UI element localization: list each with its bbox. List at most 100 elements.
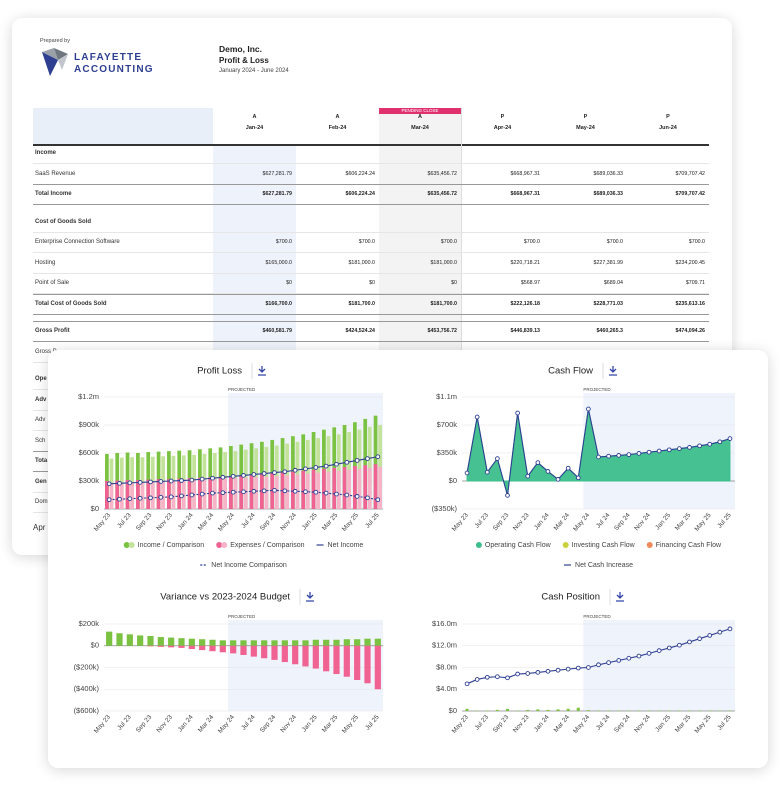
projected-label: PROJECTED: [583, 387, 611, 392]
download-button[interactable]: [616, 592, 624, 602]
line-marker: [168, 478, 174, 484]
cell-value: $220,718.21: [510, 259, 540, 266]
x-tick-label: Jan 25: [654, 714, 672, 734]
bar: [708, 710, 712, 711]
line-marker: [474, 677, 480, 682]
column-kind: A: [252, 114, 257, 120]
cell-value: $627,281.79: [262, 191, 292, 197]
column-month: May-24: [576, 125, 595, 131]
x-tick-label: Jul 23: [116, 714, 133, 732]
line-marker: [313, 489, 319, 495]
line-marker: [575, 475, 581, 481]
projected-label: PROJECTED: [583, 614, 611, 619]
legend-item: Net Income: [316, 542, 363, 549]
line-marker: [495, 674, 500, 680]
column-month: Jun-24: [659, 125, 677, 131]
x-tick-label: May 25: [693, 512, 712, 533]
bar: [363, 418, 368, 509]
line-marker: [127, 496, 133, 502]
download-button[interactable]: [258, 366, 266, 376]
legend-item: Financing Cash Flow: [646, 542, 722, 549]
x-tick-label: May 24: [572, 714, 591, 735]
line-marker: [158, 479, 164, 484]
bar: [302, 645, 309, 667]
total-rule: [33, 293, 709, 295]
line-marker: [565, 465, 571, 471]
line-marker: [565, 666, 571, 672]
cell-value: $668,967.31: [510, 191, 540, 197]
line-marker: [261, 471, 267, 476]
row-label: Point of Sale: [35, 280, 70, 286]
line-marker: [727, 436, 733, 441]
y-tick-label: ($350k): [432, 504, 458, 513]
bar: [363, 465, 368, 509]
x-tick-label: May 24: [217, 512, 236, 533]
comparison-bar: [233, 478, 238, 509]
line-marker: [717, 629, 723, 635]
bar: [301, 470, 306, 509]
y-tick-label: ($200k): [74, 662, 100, 671]
header-rule: [33, 144, 709, 146]
line-marker: [272, 470, 277, 475]
y-tick-label: $4.0m: [436, 684, 457, 693]
bar: [250, 640, 257, 646]
line-marker: [586, 665, 591, 670]
line-marker: [375, 454, 381, 460]
bar: [230, 645, 237, 654]
bar: [566, 708, 570, 711]
row-label: Cost of Goods Sold: [35, 218, 91, 225]
line-marker: [535, 460, 541, 465]
bar: [188, 645, 195, 650]
bar: [178, 645, 185, 648]
line-marker: [596, 454, 601, 460]
logo-text: ACCOUNTING: [74, 64, 154, 75]
line-marker: [575, 665, 581, 671]
column-month: Apr-24: [493, 125, 512, 131]
legend-label: Investing Cash Flow: [572, 542, 636, 549]
line-marker: [241, 489, 246, 495]
line-marker: [464, 681, 470, 687]
comparison-bar: [254, 477, 258, 509]
line-marker: [616, 453, 622, 458]
header-label-bg: [33, 108, 213, 145]
bar: [311, 469, 316, 509]
bar: [374, 638, 381, 646]
legend-label: Net Cash Increase: [575, 562, 633, 569]
y-tick-label: $16.0m: [432, 619, 457, 628]
bar: [536, 709, 540, 711]
line-marker: [117, 480, 122, 486]
bar: [546, 709, 550, 711]
legend-label: Expenses / Comparison: [230, 542, 304, 549]
legend-swatch: [221, 542, 228, 548]
line-marker: [525, 671, 531, 676]
cell-value: $446,839.13: [510, 328, 540, 334]
x-tick-label: Sep 24: [613, 512, 632, 533]
line-marker: [646, 651, 652, 656]
download-button[interactable]: [306, 592, 314, 602]
badge: PENDING CLOSE: [379, 108, 461, 114]
legend-label: Income / Comparison: [138, 542, 205, 549]
line-marker: [179, 478, 184, 483]
line-marker: [545, 469, 551, 474]
x-tick-label: May 23: [451, 512, 470, 533]
logo-text: LAFAYETTE: [74, 52, 143, 63]
projected-region: [583, 620, 735, 711]
line-marker: [505, 675, 510, 681]
bar: [126, 634, 133, 646]
line-marker: [515, 410, 520, 416]
y-tick-label: ($400k): [74, 684, 100, 693]
bar: [177, 478, 182, 509]
line-marker: [199, 476, 205, 482]
line-marker: [545, 668, 551, 674]
line-marker: [189, 477, 195, 483]
cell-value: $700.0: [440, 239, 457, 245]
comparison-bar: [212, 479, 217, 509]
x-tick-label: May 23: [93, 512, 112, 533]
line-marker: [365, 456, 370, 461]
row-label: Hosting: [35, 259, 56, 266]
download-button[interactable]: [609, 366, 617, 376]
line-marker: [189, 492, 195, 498]
x-tick-label: Mar 24: [197, 512, 216, 532]
comparison-bar: [367, 467, 372, 509]
row-rule: [33, 163, 709, 164]
